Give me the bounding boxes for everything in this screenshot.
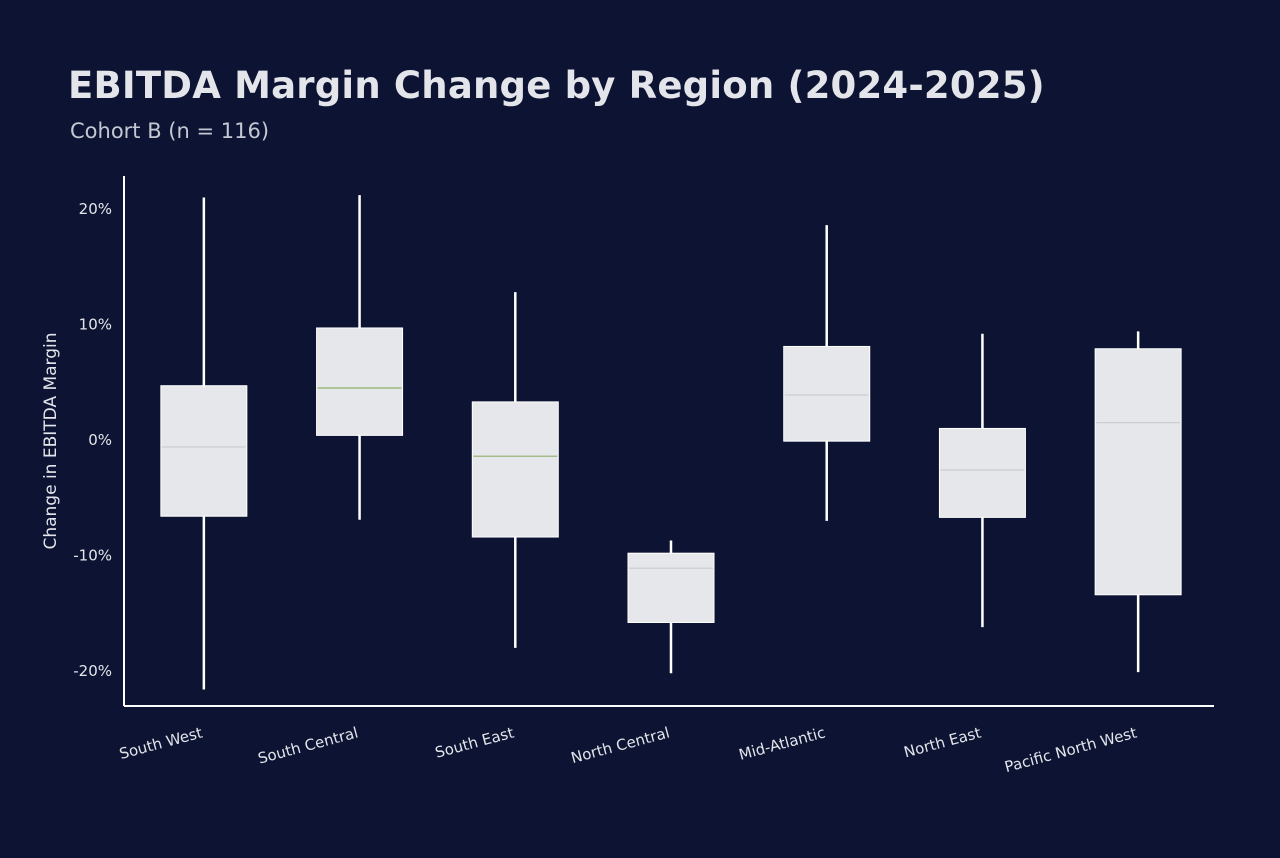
chart-title: EBITDA Margin Change by Region (2024-202… bbox=[68, 64, 1045, 107]
y-tick-label: 0% bbox=[88, 431, 112, 449]
x-tick-label: Pacific North West bbox=[1003, 723, 1139, 776]
x-tick-label: South East bbox=[433, 723, 516, 761]
box-iqr bbox=[783, 345, 871, 442]
box-iqr bbox=[471, 401, 559, 538]
box-iqr bbox=[627, 552, 715, 623]
box-group bbox=[1094, 331, 1182, 673]
box-plot-series bbox=[160, 195, 1182, 690]
box-group bbox=[160, 197, 248, 690]
x-tick-label: South West bbox=[117, 723, 204, 762]
y-tick-label: 20% bbox=[79, 200, 112, 218]
box-iqr bbox=[1094, 348, 1182, 596]
box-group bbox=[316, 195, 404, 520]
y-tick-label: -10% bbox=[73, 547, 112, 565]
y-axis-title: Change in EBITDA Margin bbox=[41, 332, 61, 549]
chart-subtitle: Cohort B (n = 116) bbox=[70, 119, 270, 143]
x-tick-label: North East bbox=[902, 723, 983, 761]
box-group bbox=[471, 292, 559, 648]
x-tick-label: South Central bbox=[256, 724, 360, 768]
box-group bbox=[938, 333, 1026, 628]
box-group bbox=[783, 225, 871, 521]
x-axis-labels: South West South Central South East North C… bbox=[117, 723, 1138, 776]
box-iqr bbox=[938, 427, 1026, 518]
box-iqr bbox=[316, 327, 404, 436]
x-tick-label: North Central bbox=[569, 724, 672, 768]
y-axis-ticks: -20% -10% 0% 10% 20% bbox=[73, 200, 112, 680]
box-iqr bbox=[160, 385, 248, 517]
y-tick-label: 10% bbox=[79, 316, 112, 334]
x-tick-label: Mid-Atlantic bbox=[737, 724, 827, 764]
box-group bbox=[627, 540, 715, 674]
y-tick-label: -20% bbox=[73, 662, 112, 680]
